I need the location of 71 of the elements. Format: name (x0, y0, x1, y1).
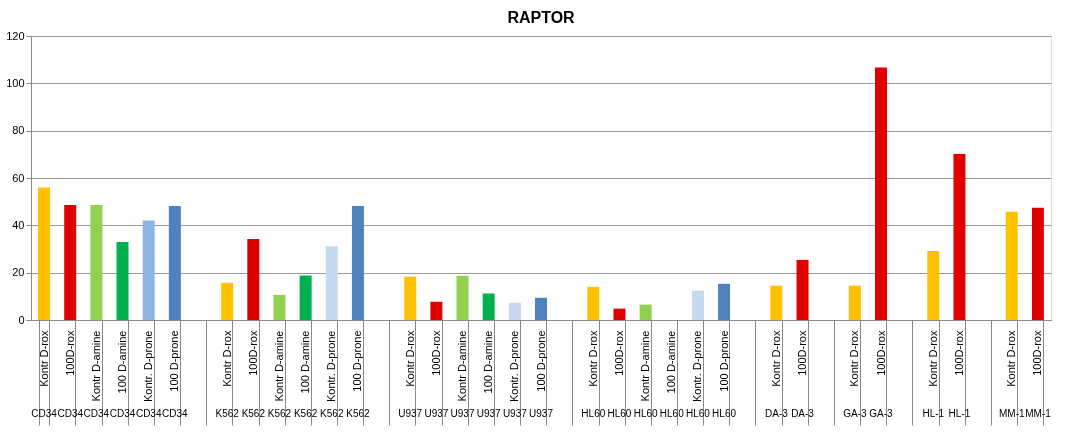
bar (587, 286, 600, 320)
category-label: Kontr. D-prone K562 (320, 330, 344, 419)
category-label: 100D-rox HL60 (607, 330, 632, 419)
bar (430, 301, 443, 320)
bar (639, 304, 652, 320)
category-label: Kontr. D-prone HL60 (685, 330, 710, 419)
bar (90, 204, 103, 320)
bar (325, 246, 338, 320)
category-label: Kontr D-rox GA-3 (843, 330, 867, 419)
y-tick-label: 120 (6, 29, 25, 42)
category-label: 100 D-prone HL60 (712, 330, 737, 419)
bar (404, 276, 417, 320)
bar (875, 67, 887, 320)
bar (247, 239, 260, 320)
category-label: 100D-rox MM-1 (1025, 330, 1051, 419)
y-tick-label: 0 (18, 313, 25, 326)
category-label: Kontr D-amine CD34 (83, 330, 110, 419)
category-label: Kontr D-rox HL-1 (922, 330, 945, 419)
category-label: Kontr D-rox CD34 (31, 330, 57, 419)
category-label: Kontr D-rox HL60 (581, 330, 606, 419)
category-label: 100D-rox K562 (241, 330, 265, 419)
category-label: Kontr D-rox K562 (215, 330, 239, 419)
bar (535, 297, 547, 320)
category-label: 100 D-amine HL60 (659, 330, 684, 419)
category-label: Kontr. D-prone U937 (502, 330, 527, 419)
category-label: 100D-rox HL-1 (948, 330, 971, 419)
bar (168, 205, 181, 320)
bar (953, 154, 966, 320)
category-label: 100 D-prone U937 (529, 330, 553, 419)
bar (691, 290, 704, 320)
bar (456, 275, 469, 320)
bar (1031, 207, 1044, 320)
bar (273, 294, 286, 320)
category-label: Kontr D-amine HL60 (633, 330, 658, 419)
bar (1005, 211, 1018, 320)
category-label: 100D-rox CD34 (57, 330, 84, 419)
category-label: Kontr D-rox MM-1 (998, 330, 1025, 419)
y-tick-label: 20 (12, 266, 25, 279)
bar (221, 282, 234, 320)
category-label: Kontr D-amine U937 (450, 330, 475, 419)
bar (64, 204, 77, 320)
bar (142, 220, 155, 320)
bar (613, 308, 626, 320)
bar (508, 302, 521, 320)
bar (482, 293, 495, 320)
bar (299, 275, 312, 320)
bar (770, 285, 783, 320)
bar (848, 285, 861, 320)
category-label: 100D-rox U937 (424, 330, 449, 419)
category-label: Kontr. D-prone CD34 (135, 330, 162, 419)
bar (116, 241, 129, 320)
y-tick-label: 100 (6, 76, 25, 89)
bar (38, 187, 51, 320)
category-label: 100 D-prone K562 (346, 330, 370, 419)
category-label: 100 D-amine U937 (476, 330, 501, 419)
category-label: 100 D-amine K562 (293, 330, 318, 419)
category-label: 100D-rox DA-3 (791, 330, 814, 419)
chart-title: RAPTOR (507, 9, 576, 26)
y-tick-label: 40 (12, 218, 25, 231)
y-tick-label: 60 (12, 171, 25, 184)
bar (796, 259, 809, 320)
bar (927, 250, 940, 320)
category-label: 100D-rox GA-3 (869, 330, 893, 419)
bar (351, 205, 364, 320)
category-label: Kontr D-rox U937 (398, 330, 423, 419)
y-tick-label: 80 (12, 124, 25, 137)
category-label: 100 D-amine CD34 (109, 330, 136, 419)
category-label: Kontr D-rox DA-3 (764, 330, 788, 419)
category-label: 100 D-prone CD34 (162, 330, 188, 419)
bar (718, 283, 731, 320)
category-label: Kontr D-amine K562 (267, 330, 292, 419)
